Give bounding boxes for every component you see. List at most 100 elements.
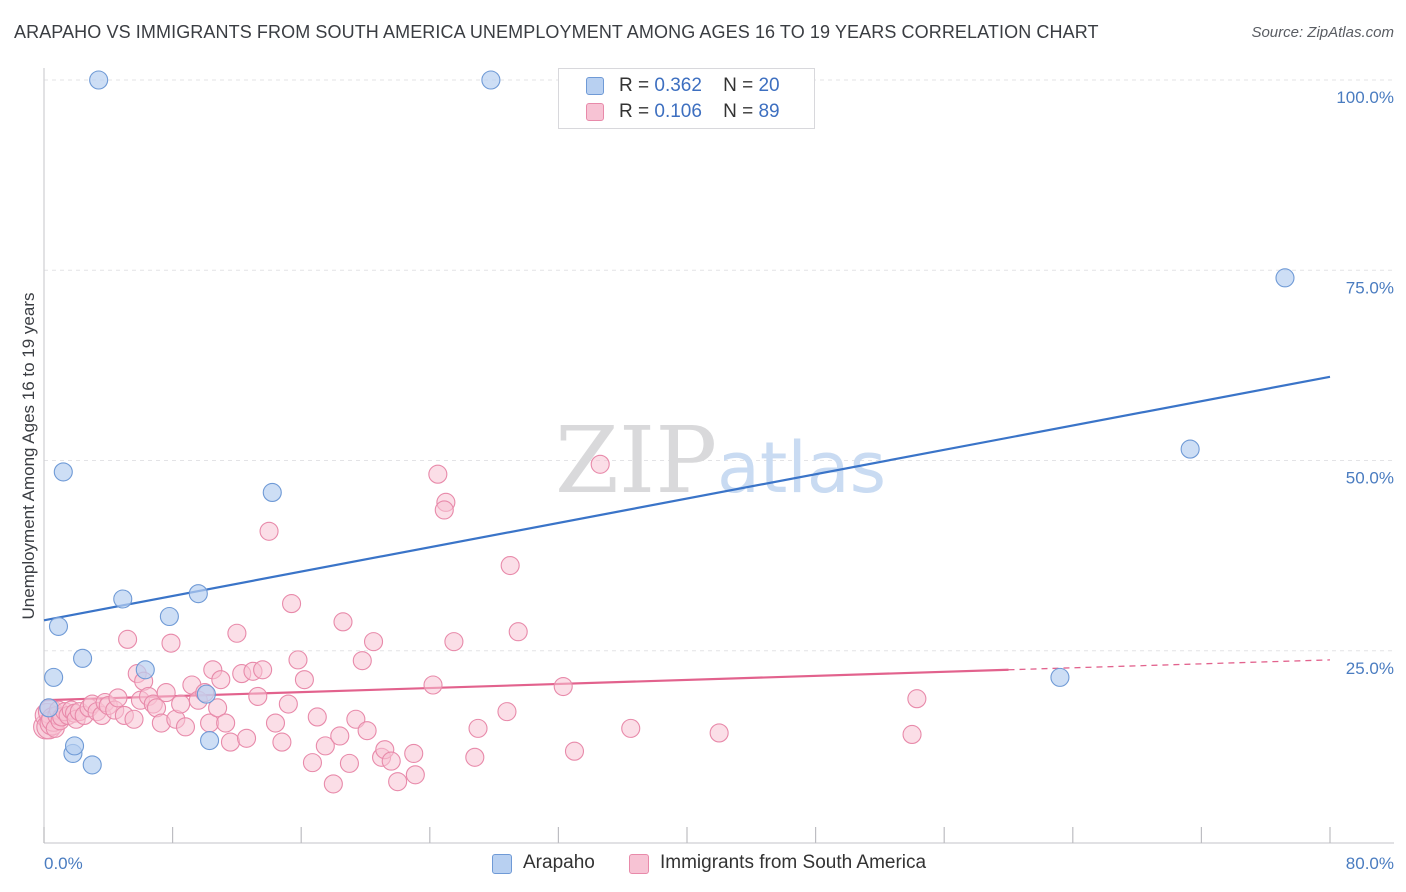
immigrants-point [428,464,448,484]
arapaho-point [64,736,85,756]
immigrants-point [161,633,181,653]
arapaho-point [188,584,208,604]
immigrants-point [553,676,573,697]
bottom-legend-swatch-immigrants [629,854,649,874]
immigrants-point [500,555,520,576]
immigrants-point [265,713,286,733]
immigrants-point [405,765,425,785]
chart-title: ARAPAHO VS IMMIGRANTS FROM SOUTH AMERICA… [14,22,1099,42]
arapaho-point [48,616,69,636]
immigrants-point [444,632,464,652]
immigrants-point [278,694,298,714]
correlation-legend: R = 0.362 N = 20 R = 0.106 N = 89 [558,68,815,129]
immigrants-point [294,670,314,690]
immigrants-point [357,721,377,741]
watermark-zip: ZIP [555,407,717,514]
source-label: Source: ZipAtlas.com [1251,24,1394,41]
immigrants-point [381,751,401,771]
watermark-atlas: atlas [717,427,886,509]
immigrants-point [497,702,517,722]
immigrants-point [339,753,359,773]
arapaho-point [44,667,64,687]
immigrants-point [315,736,335,756]
watermark: ZIP atlas [555,407,886,514]
immigrants-point [171,694,191,714]
immigrants-point [227,623,247,643]
arapaho-point [262,482,282,503]
immigrants-point [124,709,144,729]
legend-swatch-arapaho [586,77,604,95]
immigrants-point [590,454,610,474]
arapaho-trend-line [43,375,1331,622]
immigrants-point [302,753,323,773]
y-tick-label-0: 100.0% [1336,88,1394,107]
arapaho-point [135,660,155,680]
grid-lines [44,79,1394,652]
arapaho-point [73,648,93,668]
immigrants-point [220,732,241,752]
immigrants-trend-line-dashed [1008,659,1331,671]
immigrants-point [434,500,454,520]
immigrants-point [108,688,128,708]
arapaho-point [1180,439,1200,459]
y-tick-label-1: 75.0% [1346,278,1394,297]
arapaho-point [200,730,220,751]
immigrants-point [902,724,922,745]
x-tick-label-1: 80.0% [1346,854,1394,873]
immigrants-point [272,732,292,752]
immigrants-point [253,660,273,680]
immigrants-point [333,612,353,632]
immigrants-point [175,717,196,737]
immigrants-point [352,651,372,671]
immigrants-point [468,718,488,738]
immigrants-point [248,686,268,706]
y-tick-label-3: 25.0% [1346,659,1394,678]
immigrants-point [564,741,585,761]
immigrants-point [363,632,384,652]
immigrants-point [323,774,343,794]
immigrants-point [423,675,443,695]
immigrants-point [330,726,350,746]
arapaho-point [39,698,59,718]
arapaho-point [196,684,216,704]
bottom-legend-label-arapaho: Arapaho [523,852,595,873]
immigrants-point [208,698,228,718]
immigrants-points [33,454,927,794]
legend-r-value-arapaho: 0.362 [654,75,702,96]
arapaho-point [481,70,501,90]
tick-labels: 100.0% 75.0% 50.0% 25.0% 0.0% 80.0% [44,88,1394,873]
y-axis-label: Unemployment Among Ages 16 to 19 years [19,292,38,620]
immigrants-point [307,707,327,727]
arapaho-point [89,70,109,90]
arapaho-point [53,462,73,482]
immigrants-point [259,521,279,541]
legend-n-value-immigrants: 89 [758,101,780,122]
legend-n-value-arapaho: 20 [758,75,780,96]
y-tick-label-2: 50.0% [1346,469,1394,488]
immigrants-point [508,622,528,642]
legend-text-arapaho: R = 0.362 N = 20 [619,75,780,96]
immigrants-point [709,723,729,743]
immigrants-point [465,747,485,767]
immigrants-point [236,728,257,748]
immigrants-point [211,670,231,690]
bottom-legend-label-immigrants: Immigrants from South America [660,852,927,873]
immigrants-point [388,772,408,792]
immigrants-point [621,718,641,738]
immigrants-point [288,650,308,670]
immigrants-point [216,713,236,733]
arapaho-point [1050,667,1070,687]
arapaho-points [39,70,1295,775]
arapaho-point [82,755,102,775]
immigrants-point [156,683,176,703]
bottom-legend-swatch-arapaho [492,854,512,874]
immigrants-point [404,743,424,764]
immigrants-point [907,689,927,709]
immigrants-point [346,709,366,729]
arapaho-point [113,589,133,609]
immigrants-point [118,629,138,649]
arapaho-point [159,606,179,627]
immigrants-point [282,594,302,614]
x-tick-label-0: 0.0% [44,854,83,873]
